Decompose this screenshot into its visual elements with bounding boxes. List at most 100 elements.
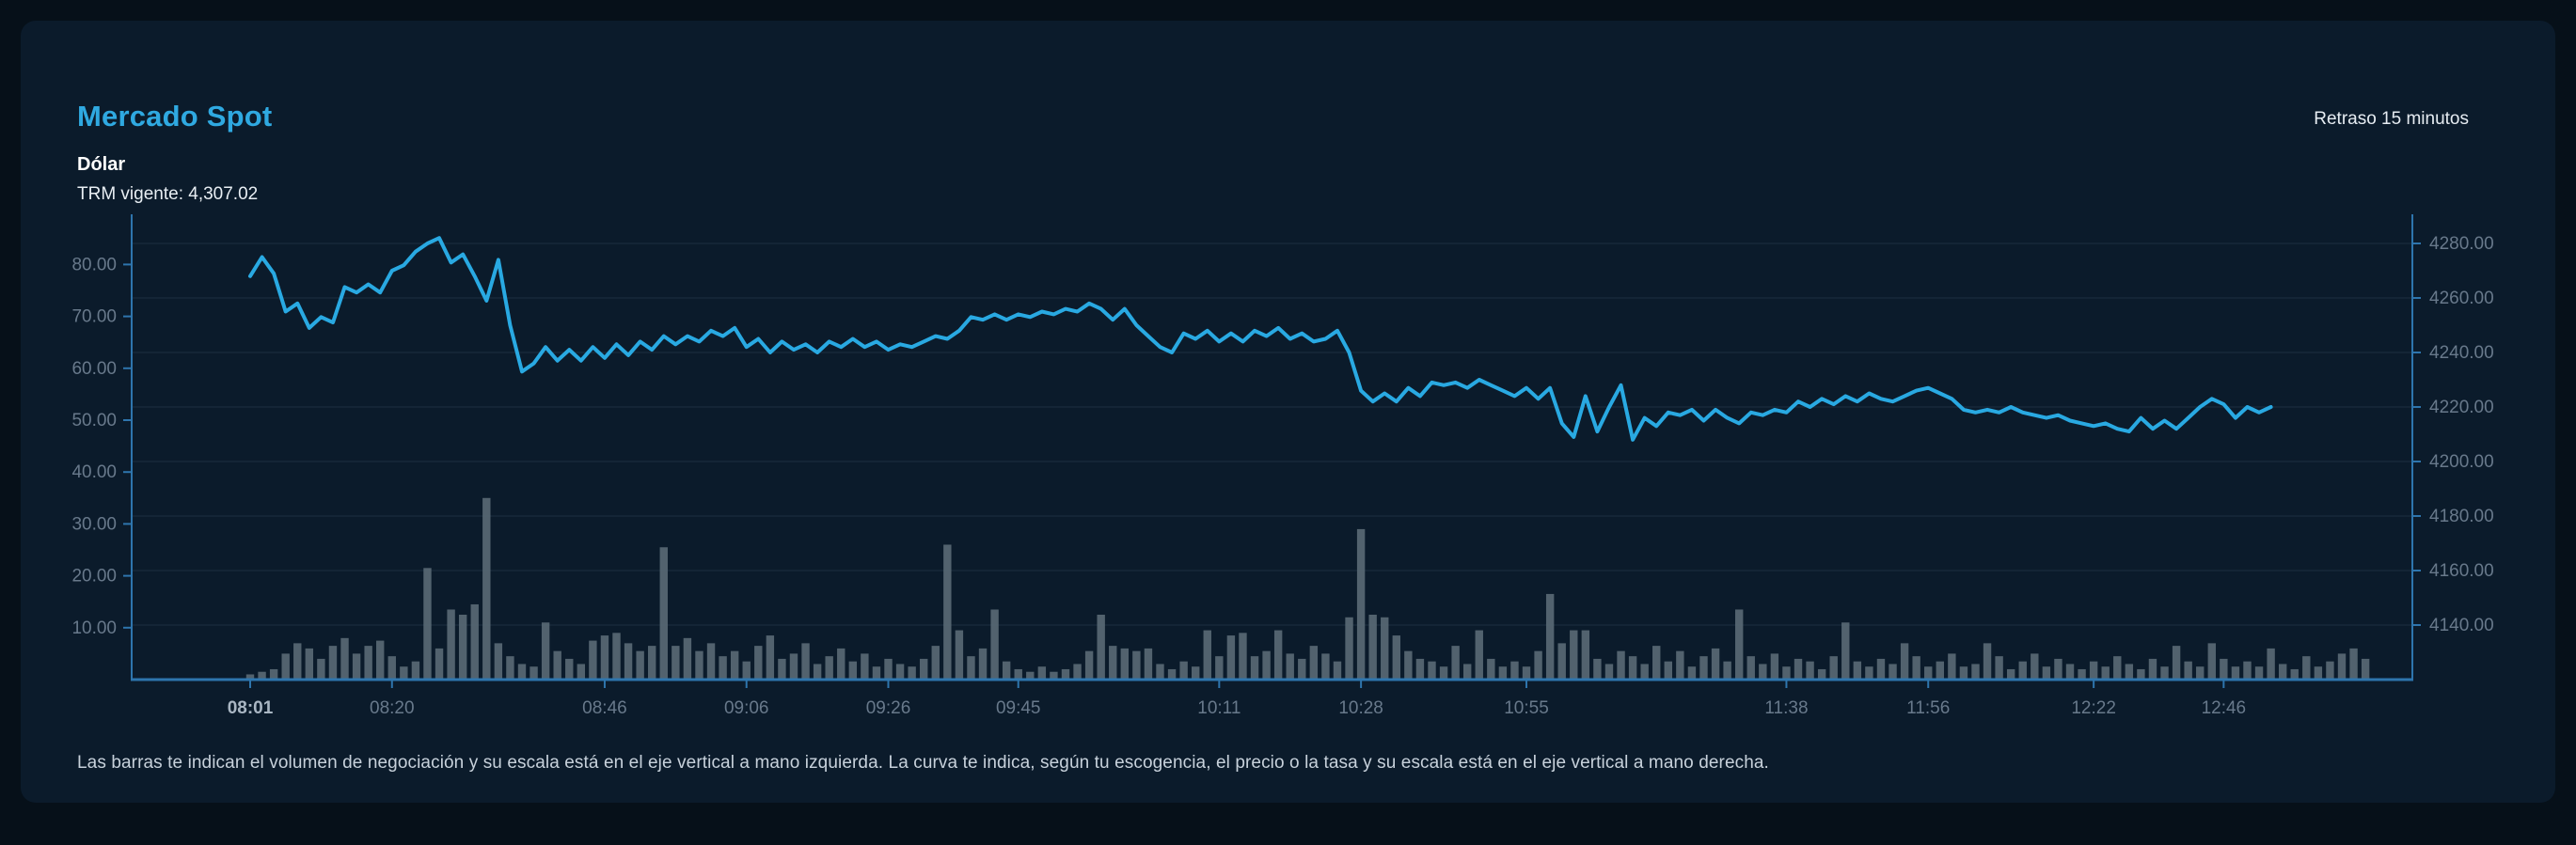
volume-bar — [1900, 643, 1909, 680]
volume-bar — [766, 635, 775, 680]
volume-bar — [2137, 668, 2145, 680]
volume-bar — [2148, 658, 2157, 680]
price-line — [248, 236, 2273, 442]
volume-bar — [884, 658, 893, 680]
volume-bar — [920, 658, 928, 680]
volume-bar — [1439, 666, 1448, 680]
volume-bar — [648, 646, 656, 680]
volume-bar — [328, 646, 338, 680]
left-axis-label: 70.00 — [71, 307, 117, 327]
volume-bar — [387, 656, 396, 680]
x-axis-label: 09:26 — [866, 698, 911, 718]
volume-bar — [706, 643, 716, 680]
volume-bar — [1652, 646, 1661, 680]
volume-bar — [2314, 666, 2323, 680]
volume-bar — [2018, 661, 2027, 680]
volume-bar — [1723, 661, 1731, 680]
left-axis-label: 20.00 — [71, 567, 117, 587]
volume-bar — [1948, 653, 1956, 680]
volume-bar — [2326, 661, 2334, 680]
left-axis-label: 60.00 — [71, 359, 117, 379]
volume-bar — [1759, 664, 1767, 680]
volume-bar — [1889, 664, 1897, 680]
volume-bar — [2361, 658, 2370, 680]
volume-bar — [1321, 653, 1330, 680]
volume-bar — [1050, 671, 1058, 680]
volume-bar — [1522, 666, 1531, 680]
volume-bar — [281, 653, 290, 680]
volume-bar — [1817, 668, 1826, 680]
x-axis-label: 12:22 — [2071, 698, 2116, 718]
volume-bar — [872, 666, 881, 680]
volume-bar — [1061, 668, 1070, 680]
volume-bar — [1711, 648, 1720, 680]
volume-bar — [1345, 617, 1353, 680]
volume-bar — [1806, 661, 1814, 680]
volume-bar — [1617, 650, 1625, 680]
volume-bar — [2065, 664, 2075, 680]
volume-bar — [435, 648, 444, 680]
volume-bar — [719, 656, 727, 680]
volume-bar — [1002, 661, 1011, 680]
volume-bar — [577, 664, 586, 680]
volume-bar — [895, 664, 905, 680]
volume-bar — [1971, 664, 1980, 680]
volume-bar — [695, 650, 703, 680]
volume-bar — [1156, 664, 1164, 680]
volume-bar — [2089, 661, 2098, 680]
x-axis-label: 10:55 — [1504, 698, 1549, 718]
volume-bar — [1298, 658, 1306, 680]
volume-bar — [813, 664, 822, 680]
volume-bar — [458, 615, 467, 680]
x-axis-label: 08:01 — [228, 698, 274, 718]
volume-bar — [659, 547, 668, 680]
volume-bar — [1167, 668, 1177, 680]
volume-bar — [553, 650, 561, 680]
volume-bar — [1120, 648, 1130, 680]
volume-bar — [1924, 666, 1933, 680]
left-axis-label: 80.00 — [71, 255, 117, 274]
volume-bar — [1640, 664, 1649, 680]
volume-bar — [2196, 666, 2205, 680]
volume-bar — [1664, 661, 1672, 680]
volume-bar — [1451, 646, 1460, 680]
volume-bar — [1179, 661, 1188, 680]
volume-bar — [400, 666, 408, 680]
left-axis-label: 50.00 — [71, 411, 117, 430]
volume-bar — [624, 643, 633, 680]
x-axis-label: 11:56 — [1906, 698, 1950, 718]
volume-bar — [943, 544, 952, 680]
volume-bar — [600, 635, 609, 680]
x-axis-label: 09:06 — [724, 698, 769, 718]
volume-bar — [340, 637, 349, 680]
volume-bar — [1475, 630, 1483, 680]
volume-bar — [978, 648, 988, 680]
volume-bar — [1132, 650, 1141, 680]
volume-bar — [955, 630, 964, 680]
volume-bar — [1215, 656, 1224, 680]
volume-bar — [1262, 650, 1271, 680]
x-axis-label: 10:28 — [1338, 698, 1383, 718]
volume-bar — [1368, 615, 1377, 680]
volume-bar — [1593, 658, 1602, 680]
left-axis-label: 30.00 — [71, 514, 117, 534]
volume-bar — [529, 666, 538, 680]
volume-bar — [2078, 668, 2086, 680]
volume-bar — [636, 650, 644, 680]
volume-bar — [2207, 643, 2216, 680]
volume-bar — [2278, 664, 2287, 680]
volume-bar — [269, 668, 278, 680]
volume-bar — [2006, 668, 2015, 680]
volume-bar — [683, 637, 692, 680]
volume-bar — [494, 643, 503, 680]
volume-bar — [990, 609, 999, 680]
volume-bar — [2302, 656, 2311, 680]
volume-bar — [423, 568, 432, 680]
volume-bar — [1309, 646, 1319, 680]
volume-bar — [1462, 664, 1472, 680]
volume-bar — [2267, 648, 2275, 680]
trm-vigente-value: TRM vigente: 4,307.02 — [77, 184, 259, 204]
right-axis-label: 4260.00 — [2429, 289, 2494, 308]
volume-bar — [1392, 635, 1401, 680]
